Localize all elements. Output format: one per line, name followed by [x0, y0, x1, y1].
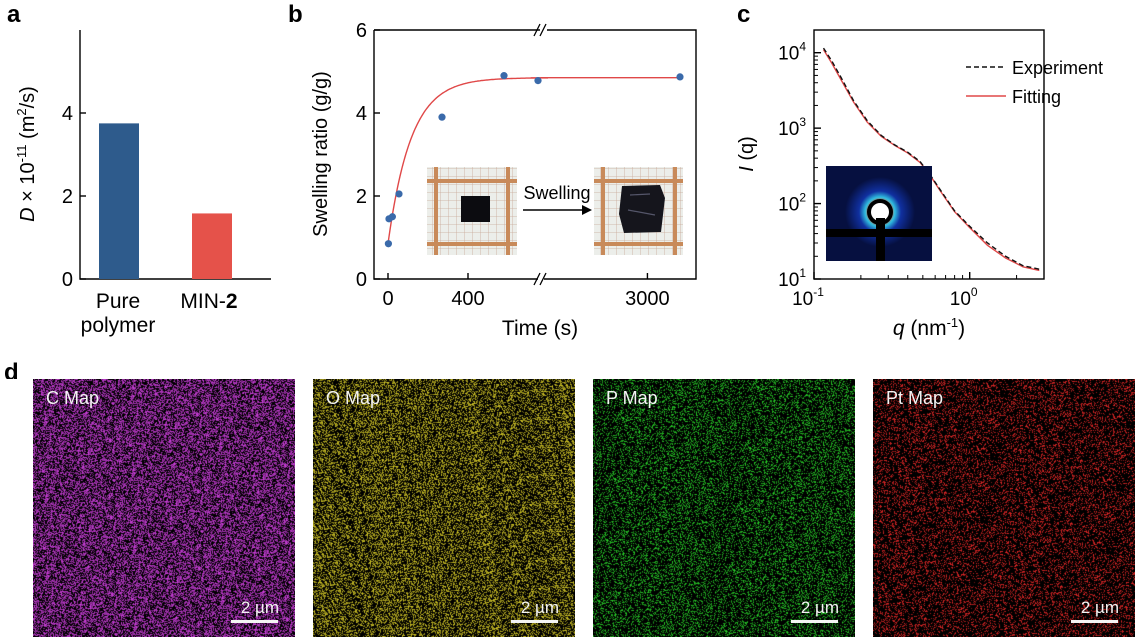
- p-map-label: P Map: [606, 388, 658, 408]
- c-map-image: [33, 379, 295, 637]
- pt-map-label: Pt Map: [886, 388, 944, 408]
- c-y-tick-label: 103: [778, 115, 806, 140]
- a-y-tick-label: 4: [62, 103, 73, 125]
- panel-b-y-label: Swelling ratio (g/g): [310, 71, 332, 237]
- panel-letter-d: d: [4, 359, 19, 379]
- swelling-point: [534, 77, 542, 85]
- panel-b-swelling-chart: 0 2 4 6 0 400 3000 Swelling Time (s) Swelling…: [310, 20, 697, 340]
- swelling-point: [395, 190, 403, 198]
- c-map-scale-label: 2 µm: [240, 598, 279, 617]
- panel-letter-b: b: [288, 1, 303, 28]
- pt-map-image: [873, 379, 1135, 637]
- swelling-points: [384, 72, 684, 248]
- saxs-pattern-inset: [826, 166, 932, 261]
- inset-before-photo: [427, 167, 517, 255]
- bar-pure-polymer: [99, 123, 139, 279]
- panel-letter-a: a: [7, 1, 21, 28]
- pt-map-scale-bar: [1071, 620, 1118, 623]
- inset-after-photo: [594, 167, 683, 255]
- panel-a-y-label: D × 10-11 (m2/s): [14, 86, 39, 222]
- panel-c-x-label: q (nm-1): [893, 315, 965, 340]
- panel-c-saxs-chart: 101 102 103 104 10-1 100 Experiment Fitting q…: [736, 29, 1103, 340]
- swelling-point: [438, 113, 446, 121]
- pt-map-panel: Pt Map 2 µm: [873, 379, 1135, 637]
- swelling-point: [388, 213, 396, 221]
- o-map-scale-label: 2 µm: [520, 598, 559, 617]
- panel-a-y-ticks: 0 2 4: [62, 103, 86, 291]
- panel-c-frame: [813, 29, 1045, 280]
- c-map-panel: C Map 2 µm: [33, 379, 295, 637]
- c-y-tick-label: 104: [778, 40, 806, 65]
- panel-b-x-ticks: 0 400 3000: [382, 273, 670, 310]
- experiment-line: [822, 47, 1040, 270]
- swelling-point: [676, 73, 684, 81]
- x-tick-min-2: MIN-2: [180, 290, 237, 313]
- axis-break-marks: [533, 23, 547, 286]
- x-tick-polymer: polymer: [81, 314, 156, 337]
- b-x-tick-label: 3000: [625, 288, 670, 310]
- panel-letter-c: c: [737, 1, 750, 28]
- panel-b-y-ticks: 0 2 4 6: [356, 20, 380, 291]
- panel-c-y-label: I (q): [736, 136, 758, 172]
- p-map-panel: P Map 2 µm: [593, 379, 855, 637]
- panel-b-x-label: Time (s): [502, 317, 578, 340]
- o-map-image: [313, 379, 575, 637]
- b-y-tick-label: 4: [356, 103, 367, 125]
- pt-map-scale-label: 2 µm: [1080, 598, 1119, 617]
- o-map-scale-bar: [511, 620, 558, 623]
- inset-arrow-head: [582, 205, 592, 215]
- fit-curve: [387, 77, 680, 244]
- p-map-scale-bar: [791, 620, 838, 623]
- swelling-point: [500, 72, 508, 80]
- inset-arrow-label: Swelling: [523, 183, 590, 203]
- legend-fitting: Fitting: [1012, 87, 1061, 107]
- c-x-tick-label: 100: [950, 285, 978, 310]
- b-x-tick-label: 400: [451, 288, 484, 310]
- panel-c-ticks: 101 102 103 104 10-1 100: [778, 40, 1045, 310]
- b-x-tick-label: 0: [382, 288, 393, 310]
- a-y-tick-label: 0: [62, 269, 73, 291]
- swelling-point: [384, 240, 392, 248]
- p-map-scale-label: 2 µm: [800, 598, 839, 617]
- o-map-panel: O Map 2 µm: [313, 379, 575, 637]
- bar-min-2: [192, 213, 232, 279]
- c-map-label: C Map: [46, 388, 100, 408]
- legend-experiment: Experiment: [1012, 58, 1103, 78]
- o-map-label: O Map: [326, 388, 381, 408]
- p-map-image: [593, 379, 855, 637]
- panel-c-legend: Experiment Fitting: [966, 58, 1103, 107]
- x-tick-pure: Pure: [96, 290, 140, 313]
- figure-top-row: a b c d 0 2 4 Pure polymer MIN-2 D × 10-11…: [4, 1, 1103, 379]
- b-y-tick-label: 6: [356, 20, 367, 42]
- a-y-tick-label: 2: [62, 186, 73, 208]
- c-y-tick-label: 102: [778, 191, 806, 216]
- b-y-tick-label: 0: [356, 269, 367, 291]
- c-x-tick-label: 10-1: [792, 285, 824, 310]
- b-y-tick-label: 2: [356, 186, 367, 208]
- panel-a-bar-chart: 0 2 4 Pure polymer MIN-2 D × 10-11 (m2/s): [14, 30, 271, 337]
- c-map-scale-bar: [231, 620, 278, 623]
- c-y-tick-label: 101: [778, 266, 806, 291]
